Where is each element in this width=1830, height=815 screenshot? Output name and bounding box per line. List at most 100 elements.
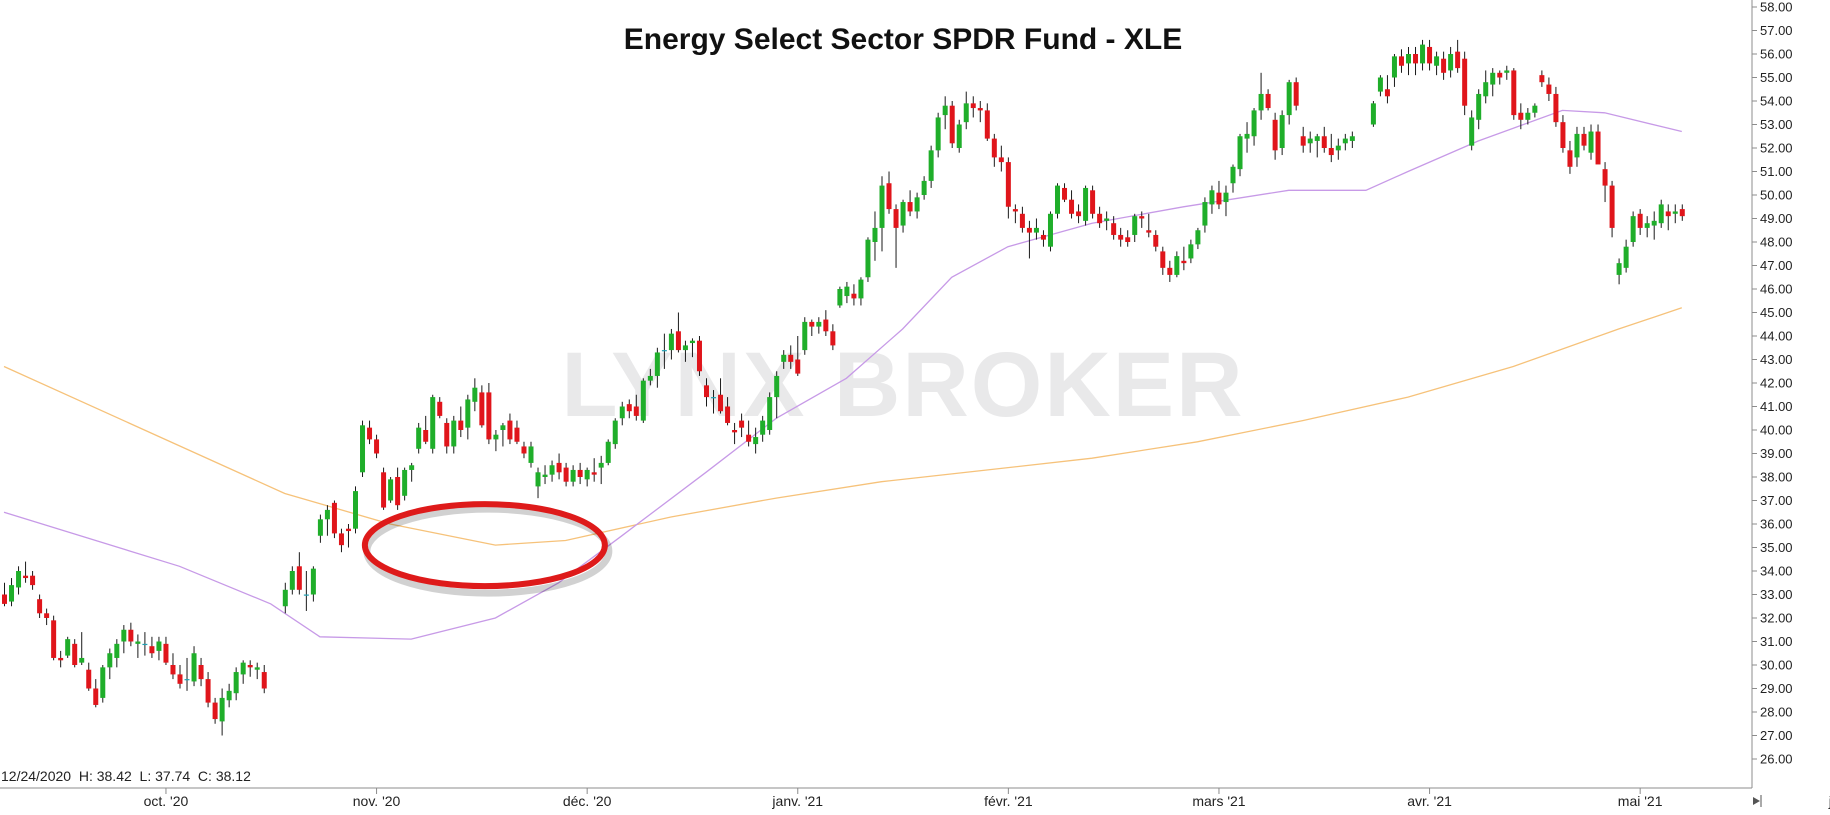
candle-body [584, 469, 590, 480]
candle [149, 636, 155, 658]
candle-body [1012, 209, 1018, 212]
candle [1616, 258, 1622, 285]
candle-body [879, 185, 885, 228]
candle-body [767, 397, 773, 430]
candle-body [872, 227, 878, 242]
candle [802, 317, 808, 355]
candle-body [1174, 256, 1180, 275]
candle-body [184, 679, 190, 681]
candle [1581, 126, 1587, 151]
candle-body [788, 354, 794, 362]
candle-body [675, 331, 681, 351]
candle-body [528, 446, 534, 463]
candle-body [1019, 213, 1025, 228]
candle-body [844, 286, 850, 297]
candle-body [198, 665, 204, 680]
candle-body [23, 575, 29, 579]
candle [1265, 89, 1271, 111]
candle [324, 505, 330, 536]
candle [465, 394, 471, 440]
candle [303, 571, 309, 611]
candle [577, 462, 583, 485]
candle [226, 683, 232, 708]
candle-body [1616, 263, 1622, 275]
candle [654, 347, 660, 388]
candle [282, 582, 288, 614]
candle-body [310, 568, 316, 595]
candle-body [535, 472, 541, 487]
candle [51, 615, 57, 661]
candle-body [816, 321, 822, 327]
candle [865, 237, 871, 282]
candle-body [324, 509, 330, 520]
y-tick-label: 30.00 [1760, 658, 1793, 673]
candle [37, 594, 43, 618]
candle-body [1005, 162, 1011, 207]
candle-body [1665, 211, 1671, 217]
candle [444, 418, 450, 454]
y-tick-label: 40.00 [1760, 423, 1793, 438]
y-tick-label: 57.00 [1760, 23, 1793, 38]
candle [851, 284, 857, 306]
y-tick-label: 49.00 [1760, 211, 1793, 226]
candle [640, 378, 646, 423]
candle-body [1511, 70, 1517, 116]
candle-body [1026, 227, 1032, 233]
candle-body [360, 425, 366, 473]
candle-body [704, 385, 709, 398]
candle [900, 199, 906, 233]
candle-body [409, 465, 415, 470]
candle-body [163, 643, 169, 663]
candle [591, 458, 597, 482]
y-tick-label: 37.00 [1760, 493, 1793, 508]
candle [219, 688, 225, 736]
candle [1539, 70, 1545, 87]
candle-body [212, 702, 218, 720]
candle-body [521, 446, 527, 454]
candle [1398, 49, 1404, 73]
y-tick-label: 31.00 [1760, 634, 1793, 649]
candle [1293, 77, 1299, 111]
candle [1139, 211, 1145, 228]
candle [1307, 131, 1313, 153]
y-tick-label: 46.00 [1760, 282, 1793, 297]
candle [963, 91, 969, 130]
candle-body [1476, 93, 1482, 120]
candle-body [1609, 185, 1615, 228]
candle-body [507, 420, 513, 440]
candle-body [402, 469, 408, 496]
candle [1153, 230, 1159, 252]
candle [1012, 204, 1018, 224]
y-tick-label: 35.00 [1760, 540, 1793, 555]
x-tick-label: avr. '21 [1407, 793, 1452, 809]
candle-body [100, 667, 106, 698]
candle-body [1279, 115, 1285, 148]
candle-body [612, 420, 618, 445]
candle [675, 312, 681, 353]
candle-body [1307, 138, 1313, 144]
y-tick-label: 56.00 [1760, 47, 1793, 62]
candle-body [725, 406, 731, 423]
candle-body [760, 420, 766, 435]
scroll-right-icon[interactable] [1753, 795, 1762, 807]
candle [1490, 68, 1496, 97]
candle-body [345, 528, 351, 532]
candle-body [956, 124, 962, 148]
candle-body [9, 585, 15, 602]
candle [1118, 227, 1124, 247]
candle [479, 385, 485, 428]
candle-body [1118, 234, 1124, 240]
candle [1553, 86, 1559, 127]
candle-body [374, 439, 380, 454]
candle-body [1483, 82, 1489, 97]
candle-body [823, 319, 829, 332]
candle [1328, 133, 1334, 163]
candle-body [1314, 136, 1320, 141]
candle [858, 277, 864, 306]
candle-body [1209, 190, 1215, 205]
candle [725, 397, 731, 426]
candle [521, 441, 527, 459]
y-tick-label: 51.00 [1760, 164, 1793, 179]
candle-body [205, 679, 211, 703]
candle [1476, 89, 1482, 130]
